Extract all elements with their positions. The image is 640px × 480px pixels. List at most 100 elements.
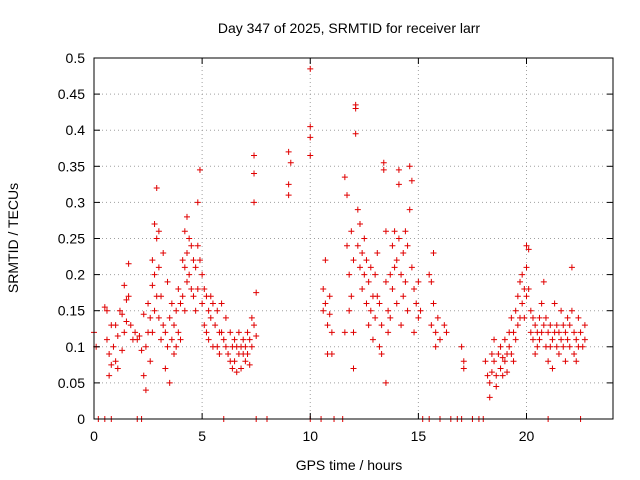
data-point	[177, 336, 184, 343]
data-point	[194, 242, 201, 249]
data-point	[183, 213, 190, 220]
data-point	[251, 170, 258, 177]
data-point	[367, 307, 374, 314]
data-point	[393, 257, 400, 264]
data-point	[523, 264, 530, 271]
data-point	[168, 336, 175, 343]
data-point	[527, 329, 534, 336]
y-tick-label: 0.35	[58, 158, 85, 174]
data-point	[205, 307, 212, 314]
data-point	[112, 358, 119, 365]
data-point	[501, 336, 508, 343]
data-point	[348, 293, 355, 300]
data-point	[251, 322, 258, 329]
data-point	[162, 365, 169, 372]
data-point	[404, 307, 411, 314]
data-point	[307, 65, 314, 72]
data-point	[307, 123, 314, 130]
data-point	[352, 105, 359, 112]
data-point	[212, 322, 219, 329]
data-point	[151, 271, 158, 278]
data-point	[116, 307, 123, 314]
data-point	[523, 293, 530, 300]
data-point	[186, 235, 193, 242]
data-point	[493, 383, 500, 390]
data-point	[508, 314, 515, 321]
data-point	[551, 300, 558, 307]
data-point	[155, 314, 162, 321]
data-point	[142, 387, 149, 394]
data-point	[171, 322, 178, 329]
data-point	[209, 300, 216, 307]
data-point	[356, 264, 363, 271]
data-point	[324, 322, 331, 329]
data-point	[242, 358, 249, 365]
data-point	[432, 343, 439, 350]
data-point	[504, 369, 511, 376]
data-point	[512, 336, 519, 343]
data-point	[192, 307, 199, 314]
data-point	[246, 361, 253, 368]
data-point	[354, 206, 361, 213]
data-point	[395, 181, 402, 188]
data-point	[529, 314, 536, 321]
data-point	[344, 242, 351, 249]
data-point	[497, 343, 504, 350]
data-point	[190, 293, 197, 300]
data-point	[350, 257, 357, 264]
data-point	[542, 314, 549, 321]
data-point	[285, 192, 292, 199]
data-point	[579, 343, 586, 350]
data-point	[536, 336, 543, 343]
data-point	[441, 322, 448, 329]
data-point	[350, 365, 357, 372]
data-point	[123, 318, 130, 325]
data-point	[558, 336, 565, 343]
data-point	[378, 322, 385, 329]
data-point	[372, 314, 379, 321]
data-point	[155, 228, 162, 235]
data-point	[413, 300, 420, 307]
data-point	[171, 351, 178, 358]
y-tick-label: 0.05	[58, 375, 85, 391]
data-point	[222, 343, 229, 350]
y-tick-label: 0.5	[66, 50, 86, 66]
data-point	[149, 257, 156, 264]
data-point	[408, 177, 415, 184]
data-point	[162, 329, 169, 336]
data-point	[181, 264, 188, 271]
data-point	[426, 271, 433, 278]
data-point	[577, 329, 584, 336]
data-point	[196, 257, 203, 264]
data-point	[547, 343, 554, 350]
data-point	[555, 329, 562, 336]
data-point	[151, 307, 158, 314]
data-point	[114, 332, 121, 339]
data-point	[545, 329, 552, 336]
data-point	[251, 152, 258, 159]
data-point	[458, 343, 465, 350]
data-point	[501, 358, 508, 365]
data-point	[406, 163, 413, 170]
data-point	[160, 249, 167, 256]
data-point	[508, 351, 515, 358]
data-point	[320, 307, 327, 314]
data-point	[341, 174, 348, 181]
data-point	[214, 343, 221, 350]
data-point	[391, 228, 398, 235]
data-point	[138, 347, 145, 354]
data-point	[201, 322, 208, 329]
x-tick-label: 0	[90, 428, 98, 444]
data-point	[253, 332, 260, 339]
data-point	[285, 148, 292, 155]
data-point	[568, 307, 575, 314]
data-point	[322, 300, 329, 307]
data-point	[168, 300, 175, 307]
data-point	[389, 242, 396, 249]
data-point	[149, 282, 156, 289]
data-point	[203, 329, 210, 336]
data-point	[179, 293, 186, 300]
data-point	[536, 314, 543, 321]
data-point	[158, 293, 165, 300]
